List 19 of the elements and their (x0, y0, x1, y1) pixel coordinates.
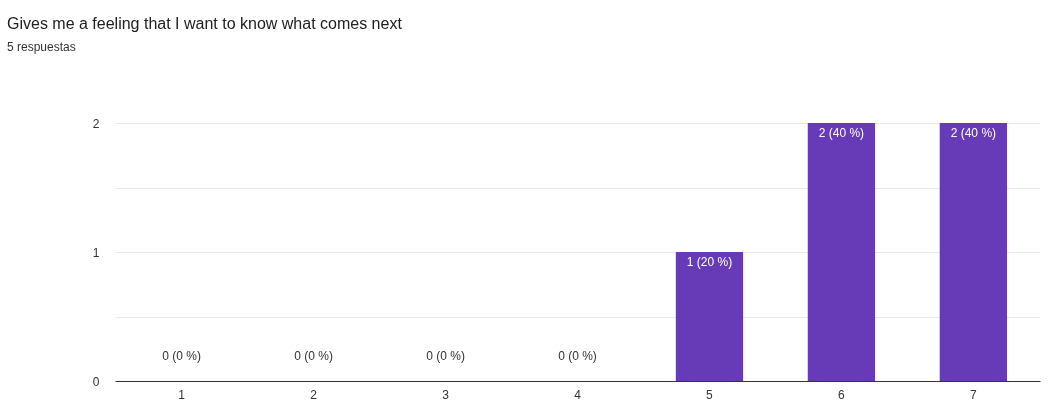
chart-subtitle: 5 respuestas (7, 40, 76, 54)
y-tick-label: 0 (92, 374, 100, 389)
data-label: 0 (0 %) (294, 349, 333, 363)
data-label: 0 (0 %) (162, 349, 201, 363)
data-label: 2 (40 %) (950, 126, 997, 140)
x-tick-label: 3 (442, 387, 450, 402)
x-tick-label: 2 (310, 387, 318, 402)
x-tick-label: 7 (970, 387, 978, 402)
y-tick-label: 1 (92, 245, 100, 260)
x-tick-label: 4 (574, 387, 582, 402)
x-tick-label: 6 (838, 387, 846, 402)
chart-title: Gives me a feeling that I want to know what comes next (7, 15, 403, 32)
y-tick-label: 2 (92, 116, 100, 131)
data-label: 0 (0 %) (558, 349, 597, 363)
data-label: 2 (40 %) (818, 126, 865, 140)
x-tick-label: 1 (178, 387, 186, 402)
x-tick-label: 5 (706, 387, 714, 402)
data-label: 1 (20 %) (686, 255, 733, 269)
data-label: 0 (0 %) (426, 349, 465, 363)
